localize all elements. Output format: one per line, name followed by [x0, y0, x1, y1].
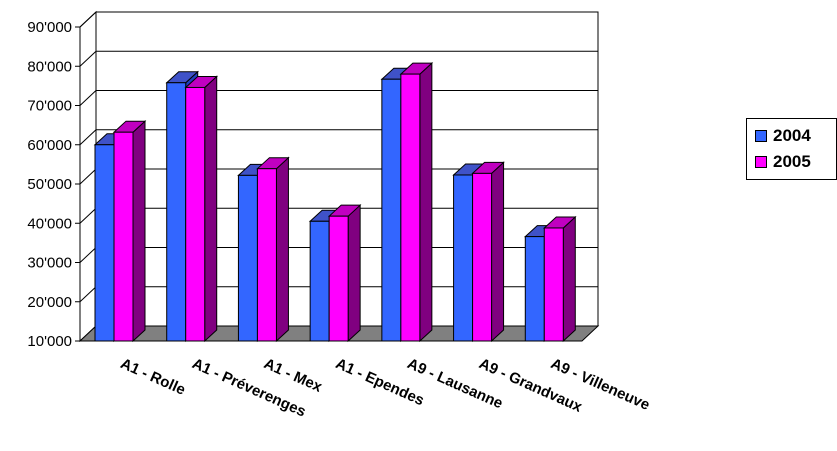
y-tick-label: 50'000 [27, 176, 72, 193]
y-tick-label: 90'000 [27, 19, 72, 36]
gridline-side [79, 11, 97, 28]
bar-2005-5 [472, 172, 493, 342]
bar-2005-4-side [419, 61, 433, 343]
bar-2005-6-side [562, 215, 576, 343]
bar-2004-3 [309, 220, 330, 342]
legend-item-2004: 2004 [755, 126, 811, 146]
gridline-side [79, 286, 97, 303]
bars [93, 61, 577, 343]
axes [75, 26, 582, 342]
legend-item-2005: 2005 [755, 152, 811, 172]
gridline-side [79, 207, 97, 224]
legend-swatch-2005 [755, 156, 767, 168]
bar-2005-3 [328, 215, 349, 342]
gridline-side [79, 50, 97, 67]
bar-2005-3-side [347, 204, 361, 343]
bar-2005-1 [185, 86, 206, 342]
x-tick-label: A1 - Rolle [118, 355, 188, 399]
y-tick-label: 20'000 [27, 294, 72, 311]
y-tick-label: 60'000 [27, 137, 72, 154]
bar-2005-4 [400, 73, 421, 342]
bar-2004-0 [94, 144, 115, 342]
y-tick-labels: 10'000 20'000 30'000 40'000 50'000 60'000 70'0… [27, 19, 72, 350]
bar-2005-5-side [491, 161, 505, 343]
bar-2005-0-side [132, 120, 146, 343]
bar-2005-2-side [275, 156, 289, 343]
bar-2005-1-side [204, 75, 218, 343]
gridline-side [79, 90, 97, 106]
bar-2004-6 [524, 236, 545, 342]
bar-2004-1 [166, 82, 187, 342]
y-tick-label: 40'000 [27, 215, 72, 232]
bar-2005-6 [543, 227, 564, 342]
bar-2005-0 [113, 131, 134, 342]
gridline-side [79, 129, 97, 146]
legend-swatch-2004 [755, 130, 767, 142]
bar-2005-2 [256, 168, 277, 342]
bar-2004-5 [453, 174, 474, 342]
y-tick-label: 30'000 [27, 255, 72, 272]
bar-2004-2 [237, 174, 258, 342]
bar-2004-4 [381, 78, 402, 342]
y-tick-label: 10'000 [27, 333, 72, 350]
y-tick-label: 70'000 [27, 98, 72, 115]
legend-label-2005: 2005 [773, 152, 811, 171]
gridline-side [79, 247, 97, 263]
gridline-side [79, 168, 97, 185]
legend: 2004 2005 [746, 118, 837, 180]
legend-label-2004: 2004 [773, 126, 811, 145]
y-tick-label: 80'000 [27, 58, 72, 75]
